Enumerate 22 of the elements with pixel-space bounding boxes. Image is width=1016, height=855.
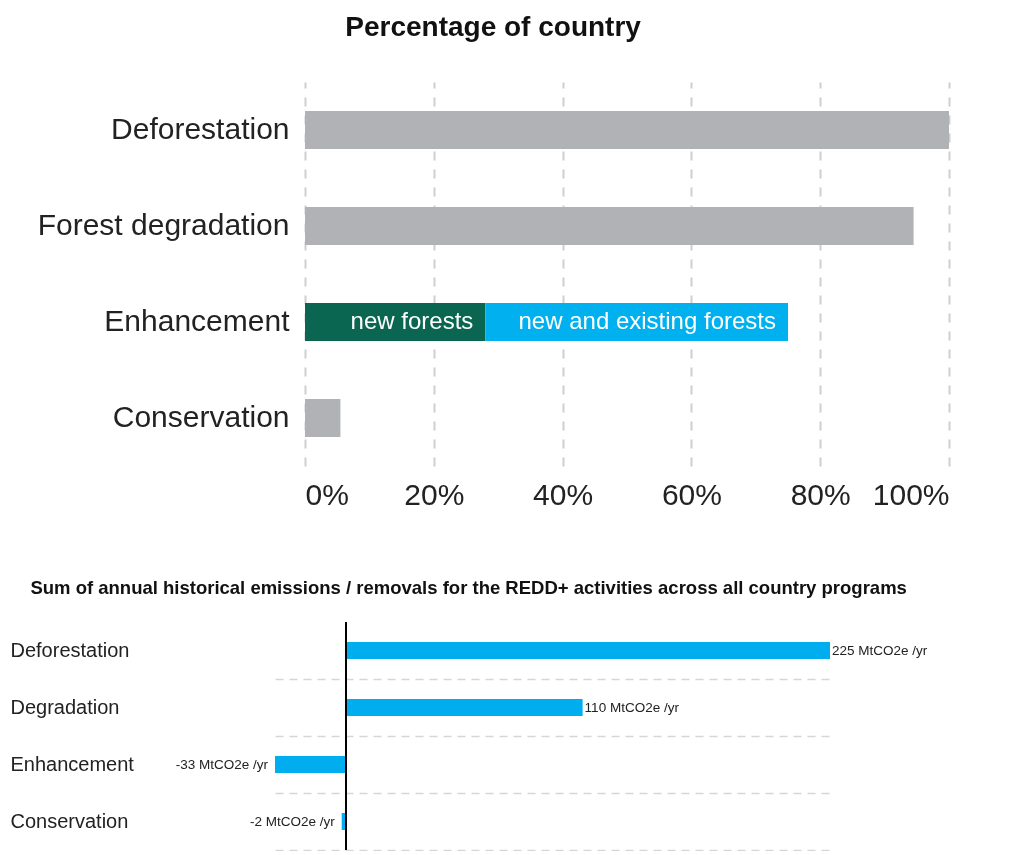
data-label: -2 MtCO2e /yr bbox=[249, 813, 336, 829]
x-tick-label: 40% bbox=[533, 477, 594, 511]
x-tick-label: 0% bbox=[305, 477, 349, 511]
data-label: -33 MtCO2e /yr bbox=[175, 756, 269, 772]
data-label: 110 MtCO2e /yr bbox=[584, 699, 680, 715]
y-tick-label: Enhancement bbox=[10, 752, 135, 775]
chart-title: Percentage of country bbox=[345, 11, 642, 42]
x-tick-label: 100% bbox=[872, 477, 950, 511]
chart-title: Sum of annual historical emissions / removals for the REDD+ activities across all country programs bbox=[30, 576, 907, 598]
x-tick-label: 80% bbox=[790, 477, 851, 511]
y-tick-label: Deforestation bbox=[10, 638, 130, 661]
y-tick-label: Conservation bbox=[112, 400, 290, 433]
x-tick-label: 20% bbox=[404, 477, 465, 511]
series-label: new and existing forests bbox=[518, 307, 776, 334]
x-tick-label: 60% bbox=[661, 477, 722, 511]
y-tick-label: Deforestation bbox=[111, 112, 290, 145]
y-tick-label: Degradation bbox=[10, 695, 120, 718]
data-label: 225 MtCO2e /yr bbox=[832, 642, 928, 658]
y-tick-label: Conservation bbox=[10, 809, 129, 832]
series-label: new forests bbox=[350, 307, 474, 334]
y-tick-label: Forest degradation bbox=[37, 208, 290, 241]
y-tick-label: Enhancement bbox=[104, 304, 291, 337]
